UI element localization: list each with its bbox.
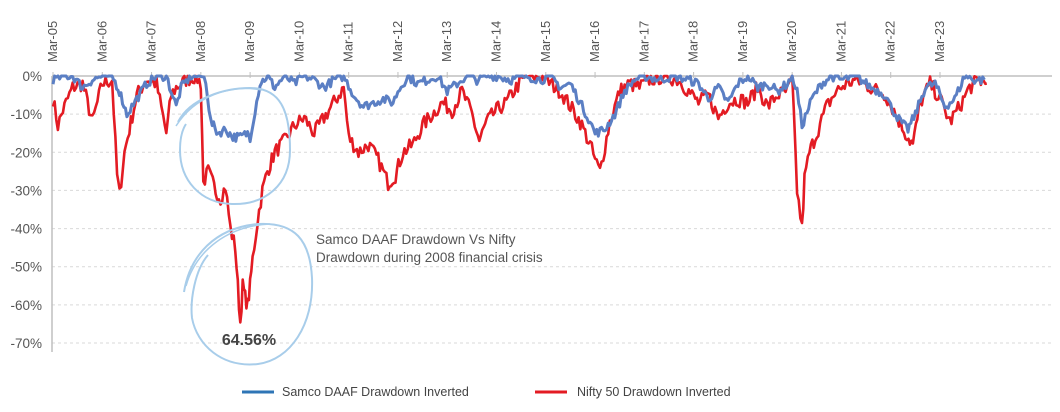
x-tick-label: Mar-09 [242, 21, 257, 62]
y-tick-label: 0% [22, 69, 42, 84]
series-line-nifty-50 [51, 74, 987, 324]
gridlines [52, 113, 1052, 344]
annotation-text-line1: Samco DAAF Drawdown Vs Nifty [316, 232, 516, 247]
x-tick-label: Mar-05 [45, 21, 60, 62]
annotation-circle-nifty-stroke2 [185, 223, 271, 287]
legend-label-nifty: Nifty 50 Drawdown Inverted [577, 385, 731, 399]
x-tick-label: Mar-23 [932, 21, 947, 62]
x-tick-label: Mar-22 [883, 21, 898, 62]
annotation-max-drawdown-value: 64.56% [222, 332, 276, 349]
y-tick-label: -10% [10, 107, 42, 122]
y-tick-label: -50% [10, 260, 42, 275]
y-tick-label: -60% [10, 298, 42, 313]
legend-label-samco: Samco DAAF Drawdown Inverted [282, 385, 469, 399]
x-tick-label: Mar-21 [833, 21, 848, 62]
x-tick-label: Mar-19 [735, 21, 750, 62]
annotations: Samco DAAF Drawdown Vs Nifty Drawdown du… [175, 86, 543, 366]
annotation-circle-samco-stroke2 [175, 87, 263, 127]
annotation-text-line2: Drawdown during 2008 financial crisis [316, 250, 543, 265]
annotation-circle-nifty [183, 222, 314, 366]
y-tick-label: -70% [10, 336, 42, 351]
x-tick-label: Mar-11 [341, 22, 356, 62]
x-tick-label: Mar-20 [784, 21, 799, 62]
series-lines [51, 74, 987, 324]
y-tick-label: -40% [10, 222, 42, 237]
x-tick-label: Mar-12 [390, 21, 405, 62]
x-tick-label: Mar-08 [193, 21, 208, 62]
y-axis: 0% -10% -20% -30% -40% -50% -60% -70% [10, 69, 53, 352]
x-tick-label: Mar-16 [587, 21, 602, 62]
x-tick-label: Mar-06 [94, 21, 109, 62]
x-tick-label: Mar-13 [439, 21, 454, 62]
x-tick-label: Mar-18 [686, 21, 701, 62]
legend: Samco DAAF Drawdown Inverted Nifty 50 Dr… [242, 385, 731, 399]
y-tick-label: -20% [10, 145, 42, 160]
series-line-samco-daaf [51, 74, 986, 144]
x-tick-label: Mar-07 [144, 21, 159, 62]
x-tick-label: Mar-14 [489, 21, 504, 62]
x-tick-label: Mar-17 [636, 21, 651, 62]
y-tick-label: -30% [10, 183, 42, 198]
x-axis: Mar-05 Mar-06 Mar-07 Mar-08 Mar-09 Mar-10 Mar-… [45, 21, 1052, 78]
x-tick-label: Mar-15 [538, 21, 553, 62]
x-tick-label: Mar-10 [291, 21, 306, 62]
